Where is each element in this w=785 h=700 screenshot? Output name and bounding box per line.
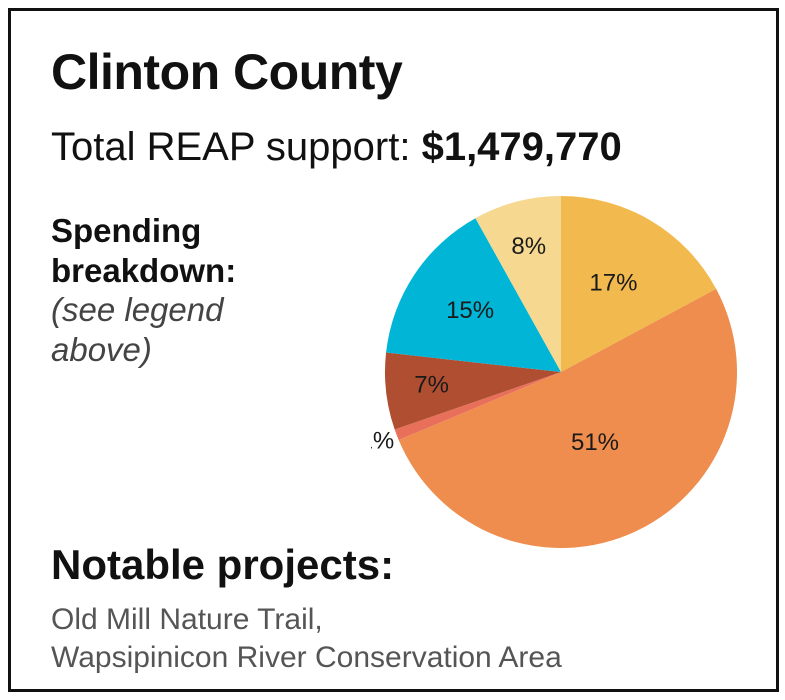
pie-slice	[398, 288, 737, 548]
project-item: Old Mill Nature Trail,	[51, 603, 323, 636]
spending-pie-chart: 17% 51% 1% 7% 15% 8%	[371, 196, 737, 548]
slice-label: 8%	[511, 233, 546, 260]
county-title: Clinton County	[51, 44, 403, 100]
slice-label: 15%	[446, 297, 494, 324]
spending-breakdown: Spending breakdown: (see legend above)	[51, 211, 291, 369]
total-amount: $1,479,770	[421, 125, 622, 169]
breakdown-heading: Spending breakdown:	[51, 212, 237, 289]
pie-slice	[386, 218, 561, 372]
pie-slice	[394, 372, 561, 440]
slice-label: 1%	[371, 428, 394, 455]
slice-label: 7%	[414, 372, 449, 399]
project-item: Wapsipinicon River Conservation Area	[51, 640, 562, 674]
pie-slice	[475, 196, 561, 372]
pie-slice	[384, 352, 561, 430]
total-support: Total REAP support: $1,479,770	[51, 125, 622, 170]
slice-label: 17%	[589, 270, 637, 297]
county-card: Clinton County Total REAP support: $1,47…	[8, 8, 779, 692]
slice-label: 51%	[571, 429, 619, 456]
pie-slice	[561, 196, 717, 372]
notable-projects-title: Notable projects:	[51, 541, 395, 588]
total-label: Total REAP support:	[51, 125, 411, 169]
breakdown-note: (see legend above)	[51, 291, 224, 368]
notable-projects-list: Old Mill Nature Trail, Wapsipinicon Rive…	[51, 601, 562, 676]
